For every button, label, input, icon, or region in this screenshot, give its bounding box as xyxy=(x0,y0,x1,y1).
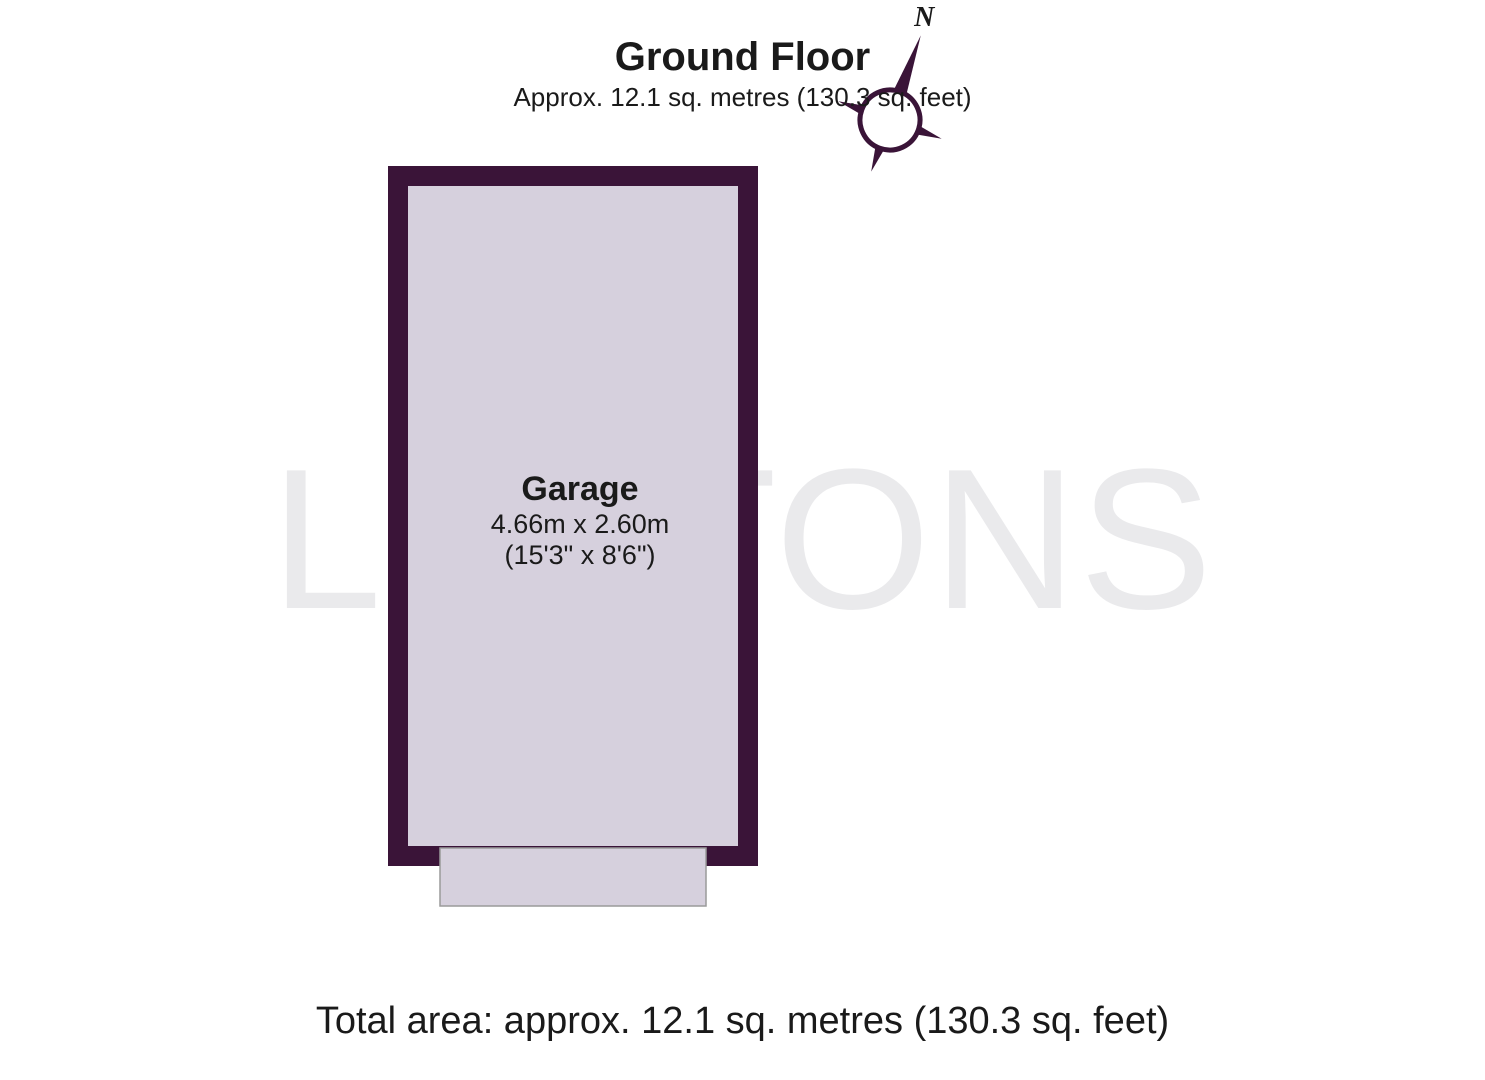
room-name: Garage xyxy=(380,470,780,509)
title-block: Ground Floor Approx. 12.1 sq. metres (13… xyxy=(0,35,1485,113)
garage-door xyxy=(440,848,706,906)
room-label-block: Garage 4.66m x 2.60m (15'3" x 8'6") xyxy=(380,470,780,571)
page-subtitle: Approx. 12.1 sq. metres (130.3 sq. feet) xyxy=(0,82,1485,113)
page-title: Ground Floor xyxy=(0,35,1485,80)
total-area-footer: Total area: approx. 12.1 sq. metres (130… xyxy=(0,1000,1485,1043)
room-dim-imperial: (15'3" x 8'6") xyxy=(380,540,780,571)
room-dim-metric: 4.66m x 2.60m xyxy=(380,509,780,540)
svg-text:N: N xyxy=(913,2,936,33)
